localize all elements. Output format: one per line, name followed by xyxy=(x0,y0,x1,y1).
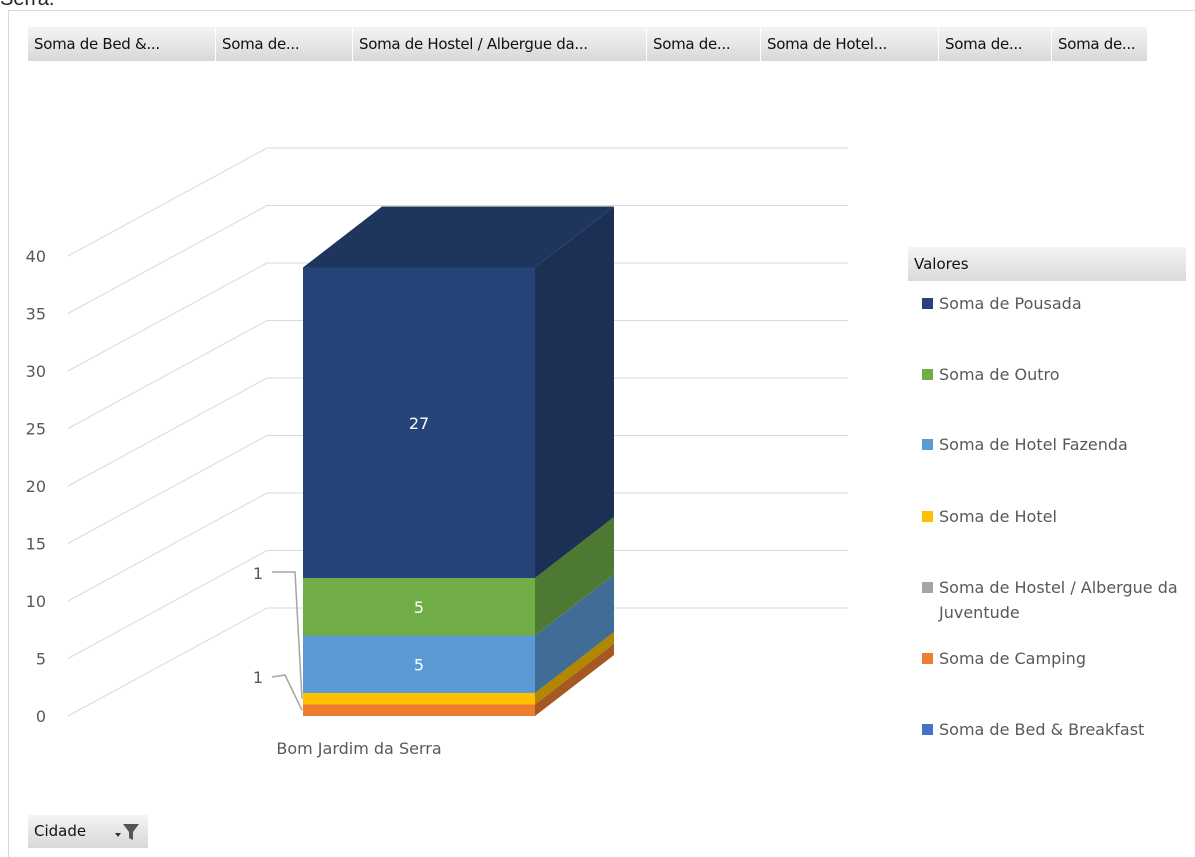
bar-segment xyxy=(303,635,535,693)
legend-swatch xyxy=(922,511,933,522)
y-tick-label: 25 xyxy=(26,420,46,439)
legend-swatch xyxy=(922,582,933,593)
legend-swatch xyxy=(922,653,933,664)
legend-label: Soma de Pousada xyxy=(939,294,1082,313)
field-button[interactable]: Soma de... xyxy=(647,27,761,61)
legend-swatch xyxy=(922,724,933,735)
side-gridline xyxy=(67,262,268,372)
bar-segment xyxy=(303,693,535,705)
legend-label: Soma de Hotel Fazenda xyxy=(939,435,1128,454)
side-gridline xyxy=(67,377,268,487)
bar-segment xyxy=(303,267,535,578)
filter-dropdown-icon[interactable] xyxy=(114,822,140,842)
values-field-bar: Soma de Bed &... Soma de... Soma de Hostel… xyxy=(28,27,1148,61)
bar-segment xyxy=(303,578,535,636)
data-label: 27 xyxy=(409,414,429,433)
data-label-leader xyxy=(272,571,303,699)
side-gridline xyxy=(67,147,268,257)
data-label: 5 xyxy=(414,598,424,617)
legend-label: Soma de Camping xyxy=(939,649,1086,668)
cidade-field-label: Cidade xyxy=(34,822,87,840)
bar-side-segment xyxy=(535,206,614,578)
data-label: 1 xyxy=(253,668,263,687)
y-tick-label: 35 xyxy=(26,305,46,324)
cidade-field-button[interactable]: Cidade xyxy=(28,815,148,848)
legend-swatch xyxy=(922,369,933,380)
side-gridline xyxy=(67,550,268,659)
data-label: 1 xyxy=(253,564,263,583)
bar-side-segment xyxy=(535,574,614,693)
legend-label: Soma de Hostel / Albergue da Juventude xyxy=(939,578,1178,622)
chart-area xyxy=(8,10,1195,857)
legend-title[interactable]: Valores xyxy=(908,247,1186,281)
side-gridline xyxy=(67,607,268,717)
legend-label: Soma de Hotel xyxy=(939,507,1057,526)
bar-side-segment xyxy=(535,517,614,636)
side-gridline xyxy=(67,435,268,544)
legend-swatch xyxy=(922,298,933,309)
data-label-leader xyxy=(271,674,303,711)
side-gridline xyxy=(67,492,268,602)
legend-swatch xyxy=(922,439,933,450)
field-button[interactable]: Soma de Hostel / Albergue da... xyxy=(353,27,647,61)
side-gridline xyxy=(67,205,268,314)
data-label: 5 xyxy=(414,655,424,674)
field-button[interactable]: Soma de... xyxy=(1052,27,1148,61)
bar-top-face xyxy=(303,206,614,268)
field-button[interactable]: Soma de... xyxy=(216,27,353,61)
y-tick-label: 20 xyxy=(26,477,46,496)
y-tick-label: 30 xyxy=(26,362,46,381)
legend-label: Soma de Bed & Breakfast xyxy=(939,720,1145,739)
bar-side-segment xyxy=(535,643,614,716)
y-tick-label: 40 xyxy=(26,247,46,266)
bar-side-segment xyxy=(535,632,614,705)
y-tick-label: 10 xyxy=(26,592,46,611)
field-button[interactable]: Soma de Hotel... xyxy=(761,27,939,61)
legend-label: Soma de Outro xyxy=(939,365,1060,384)
cut-off-title: Serra. xyxy=(0,0,54,11)
field-button[interactable]: Soma de... xyxy=(939,27,1052,61)
y-tick-label: 15 xyxy=(26,535,46,554)
field-button[interactable]: Soma de Bed &... xyxy=(28,27,216,61)
y-tick-label: 0 xyxy=(36,707,46,726)
y-tick-label: 5 xyxy=(36,650,46,669)
side-gridline xyxy=(67,320,268,429)
x-category-label: Bom Jardim da Serra xyxy=(276,739,441,758)
bar-segment xyxy=(303,704,535,716)
